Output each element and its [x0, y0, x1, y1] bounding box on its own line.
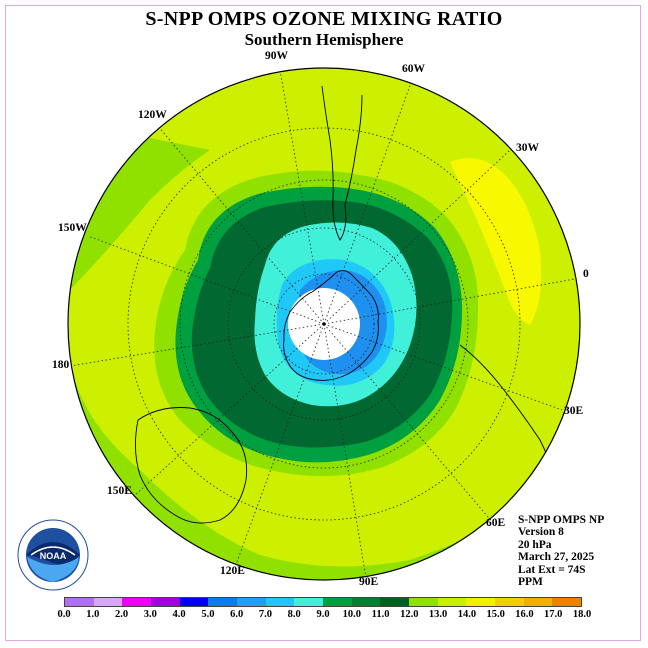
lon-label-90e: 90E [359, 576, 379, 588]
colorbar-swatch [93, 598, 123, 606]
noaa-logo-text: NOAA [40, 551, 67, 561]
colorbar-tick-label: 3.0 [143, 609, 157, 620]
colorbar-tick-label: 7.0 [258, 609, 272, 620]
colorbar-swatch [380, 598, 410, 606]
lon-label-60e: 60E [486, 517, 506, 529]
colorbar-tick-label: 6.0 [230, 609, 244, 620]
colorbar-swatch [552, 598, 582, 606]
lon-label-150w: 150W [58, 222, 87, 234]
colorbar-tick-label: 17.0 [544, 609, 563, 620]
colorbar-tick-label: 8.0 [287, 609, 301, 620]
lon-label-90w: 90W [265, 50, 288, 62]
colorbar-swatch [523, 598, 553, 606]
colorbar-tick-label: 4.0 [172, 609, 186, 620]
colorbar-tick-label: 14.0 [457, 609, 477, 620]
colorbar-tick-label: 10.0 [342, 609, 361, 620]
colorbar-tick-label: 16.0 [515, 609, 534, 620]
lon-label-120e: 120E [220, 565, 245, 577]
colorbar-tick-label: 1.0 [86, 609, 100, 620]
colorbar-tick-label: 15.0 [486, 609, 505, 620]
south-america-coastline [321, 85, 363, 241]
colorbar-swatch [151, 598, 180, 606]
latitude-circles [127, 127, 521, 521]
colorbar-swatch [351, 598, 381, 606]
info-level: 20 hPa [518, 538, 552, 551]
ozone-max-patch [450, 158, 542, 325]
australia-coastline [135, 407, 248, 524]
colorbar-swatch [409, 598, 438, 606]
meridians [69, 69, 580, 579]
map-boundary [67, 67, 581, 581]
colorbar-swatch [65, 598, 94, 606]
colorbar-tick-label: 9.0 [316, 609, 330, 620]
colorbar-swatch [265, 598, 295, 606]
lon-label-30e: 30E [564, 405, 584, 417]
colorbar-swatch [466, 598, 496, 606]
colorbar-swatch [179, 598, 209, 606]
colorbar-tick-label: 18.0 [572, 609, 592, 620]
colorbar-swatch [294, 598, 324, 606]
info-lat-ext: Lat Ext = 74S [518, 563, 586, 576]
info-instrument: S-NPP OMPS NP [518, 514, 605, 526]
lon-label-0: 0 [583, 268, 589, 280]
south-pole-marker [322, 322, 326, 326]
info-panel: S-NPP OMPS NP Version 8 20 hPa March 27,… [518, 514, 604, 588]
lon-label-120w: 120W [138, 109, 167, 121]
colorbar-swatch [495, 598, 524, 606]
map-subtitle: Southern Hemisphere [244, 30, 404, 49]
colorbar-tick-label: 12.0 [400, 609, 419, 620]
info-units: PPM [518, 576, 543, 589]
plot-frame [5, 5, 641, 641]
colorbar-tick-label: 11.0 [371, 609, 390, 620]
noaa-logo: NOAA [17, 519, 89, 591]
lon-label-180: 180 [52, 359, 70, 371]
lon-label-60w: 60W [402, 63, 425, 75]
colorbar-tick-label: 13.0 [428, 609, 448, 620]
info-date: March 27, 2025 [518, 551, 595, 564]
antarctica-coastline [283, 270, 379, 381]
colorbar [64, 597, 582, 607]
info-version: Version 8 [518, 526, 564, 539]
lon-label-150e: 150E [107, 485, 132, 497]
colorbar-tick-label: 0.0 [57, 609, 71, 620]
colorbar-swatch [122, 598, 152, 606]
colorbar-swatch [237, 598, 266, 606]
colorbar-swatch [437, 598, 467, 606]
colorbar-tick-label: 5.0 [201, 609, 215, 620]
lon-label-30w: 30W [516, 142, 539, 154]
colorbar-swatch [208, 598, 238, 606]
colorbar-tick-label: 2.0 [114, 609, 129, 620]
colorbar-swatch [323, 598, 352, 606]
map-title: S-NPP OMPS OZONE MIXING RATIO [145, 8, 503, 30]
